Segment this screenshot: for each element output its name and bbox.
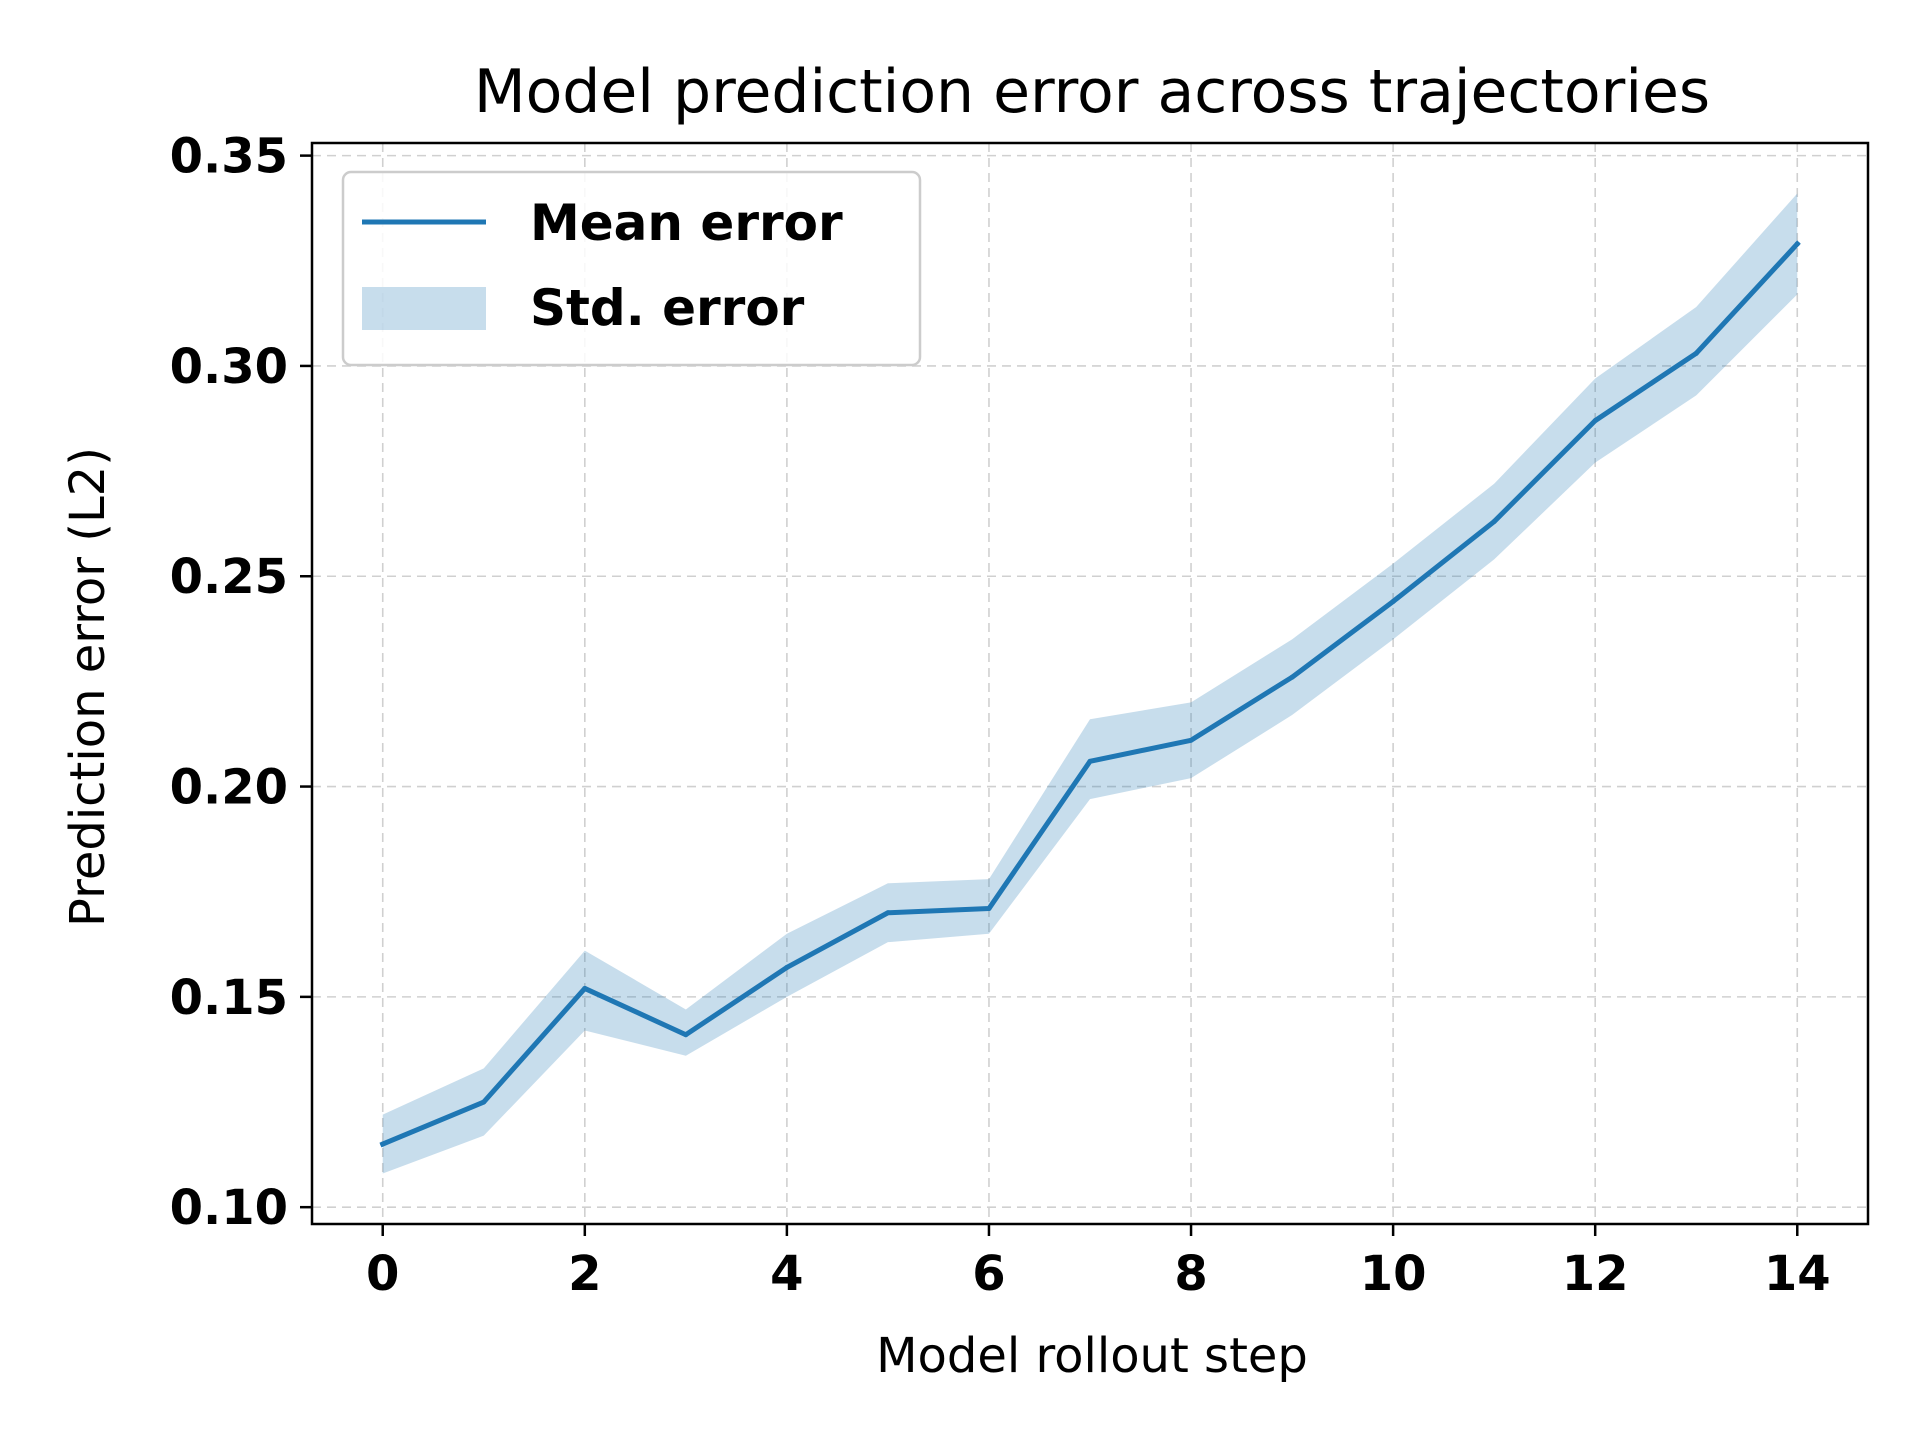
plot-frame [310, 141, 1870, 1226]
mean-error-point [1794, 241, 1800, 247]
y-tick-label: 0.30 [170, 339, 288, 395]
chart-title: Model prediction error across trajectori… [474, 57, 1710, 127]
mean-error-point [481, 1099, 487, 1105]
legend-label-mean-error: Mean error [530, 194, 843, 252]
mean-error-point [1491, 519, 1497, 525]
y-tick-label: 0.20 [170, 760, 288, 816]
y-tick-label: 0.10 [170, 1180, 288, 1236]
mean-error-point [1289, 674, 1295, 680]
legend-band-swatch [362, 287, 486, 330]
data-points-layer [380, 241, 1800, 1147]
legend-label-std-error: Std. error [530, 279, 805, 337]
x-tick-label: 10 [1360, 1246, 1427, 1302]
y-tick-label: 0.25 [170, 549, 288, 605]
mean-error-point [1087, 758, 1093, 764]
mean-error-point [1390, 598, 1396, 604]
mean-error-point [1188, 737, 1194, 743]
x-tick-label: 4 [770, 1246, 803, 1302]
x-tick-label: 6 [972, 1246, 1005, 1302]
legend: Mean error Std. error [341, 170, 922, 367]
x-tick-label: 14 [1764, 1246, 1831, 1302]
x-tick-label: 2 [568, 1246, 601, 1302]
mean-error-point [1693, 350, 1699, 356]
x-tick-label: 8 [1174, 1246, 1207, 1302]
legend-frame [341, 170, 922, 367]
x-tick-label: 12 [1562, 1246, 1629, 1302]
mean-error-point [380, 1141, 386, 1147]
mean-error-point [986, 906, 992, 912]
y-axis-ticks: 0.10 0.15 0.20 0.25 0.30 0.35 [170, 129, 312, 1236]
y-tick-label: 0.15 [170, 970, 288, 1026]
mean-error-point [885, 910, 891, 916]
std-error-band [382, 193, 1798, 1174]
x-tick-label: 0 [366, 1246, 399, 1302]
y-axis-label: Prediction error (L2) [60, 447, 116, 927]
y-tick-label: 0.35 [170, 129, 288, 185]
std-error-band-layer [382, 193, 1798, 1174]
x-axis-ticks: 0 2 4 6 8 10 12 14 [366, 1224, 1831, 1302]
mean-error-point [1592, 418, 1598, 424]
mean-error-point [582, 985, 588, 991]
x-axis-label: Model rollout step [876, 1328, 1308, 1384]
mean-error-point [784, 964, 790, 970]
mean-error-point [683, 1032, 689, 1038]
